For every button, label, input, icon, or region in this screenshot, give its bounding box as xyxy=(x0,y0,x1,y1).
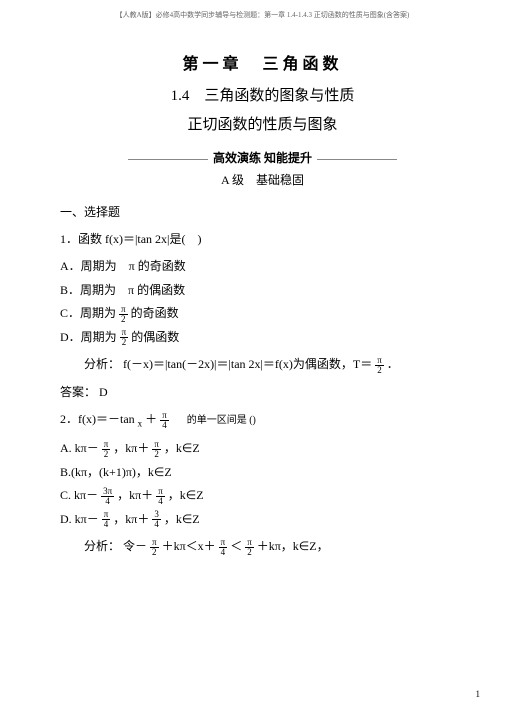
fraction-pi-over-2: π2 xyxy=(102,440,111,459)
q2-optB: B.(kπ，(k+1)π)，k∈Z xyxy=(60,463,465,482)
q1-stem: 1．函数 f(x)＝|tan 2x|是( ) xyxy=(60,230,465,249)
q2-stem-a: 2．f(x)＝－tan xyxy=(60,412,135,426)
q2-optA: A. kπ－ π2 ，kπ＋ π2 ，k∈Z xyxy=(60,439,465,459)
q1-analysis-body1: f(－x)＝|tan(－2x)|＝|tan 2x|＝f(x)为偶函数，T＝ xyxy=(123,357,372,371)
part-label: 一、选择题 xyxy=(60,203,465,222)
q2-stem-b: ＋ xyxy=(145,412,157,426)
q1-stem-prefix: 1．函数 f(x)＝|tan 2x|是( xyxy=(60,232,185,246)
q1-stem-suffix: ) xyxy=(185,232,201,246)
q2-note: 的单一区间是 () xyxy=(187,415,256,426)
q2-optC-c: ，k∈Z xyxy=(168,488,204,502)
q1-answer: 答案： D xyxy=(60,383,465,402)
q2-optC-a: C. kπ－ xyxy=(60,488,98,502)
q2-optD-a: D. kπ－ xyxy=(60,512,99,526)
section-title: 1.4 三角函数的图象与性质 xyxy=(60,84,465,105)
q2-optA-b: ，kπ＋ xyxy=(113,441,149,455)
q2-optC: C. kπ－ 3π4 ，kπ＋ π4 ，k∈Z xyxy=(60,486,465,506)
q2-stem: 2．f(x)＝－tan x ＋ π4 的单一区间是 () xyxy=(60,410,465,431)
q2-analysis-a: 令－ xyxy=(123,539,147,553)
q2-analysis: 分析： 令－ π2 ＋kπ＜x＋ π4 ＜ π2 ＋kπ，k∈Z， xyxy=(60,537,465,557)
q2-optD: D. kπ－ π4 ，kπ＋ 34 ，k∈Z xyxy=(60,510,465,530)
fraction-pi-over-2: π2 xyxy=(245,538,254,557)
fraction-pi-over-4: π4 xyxy=(156,487,165,506)
q2-optA-a: A. kπ－ xyxy=(60,441,99,455)
q2-optC-b: ，kπ＋ xyxy=(117,488,153,502)
q1-optC: C．周期为 π2 的奇函数 xyxy=(60,304,465,324)
chapter-title: 第一章 三角函数 xyxy=(60,50,465,74)
q1-optB: B．周期为 π 的偶函数 xyxy=(60,281,465,300)
answer-label: 答案： xyxy=(60,385,96,399)
analysis-label: 分析： xyxy=(84,539,120,553)
q1-analysis: 分析： f(－x)＝|tan(－2x)|＝|tan 2x|＝f(x)为偶函数，T… xyxy=(60,355,465,375)
answer-value: D xyxy=(99,385,108,399)
fraction-3pi-over-4: 3π4 xyxy=(101,487,114,506)
fraction-3pi-over-4: 34 xyxy=(152,510,161,529)
fraction-pi-over-2: π2 xyxy=(120,328,129,347)
fraction-pi-over-2: π2 xyxy=(375,356,384,375)
sub-x: x xyxy=(138,419,143,429)
level-label: A 级 基础稳固 xyxy=(60,171,465,188)
fraction-pi-over-4: π4 xyxy=(219,538,228,557)
fraction-pi-over-4: π4 xyxy=(160,411,169,430)
q2-optD-b: ，kπ＋ xyxy=(113,512,149,526)
q2-analysis-d: ＋kπ，k∈Z， xyxy=(257,539,329,553)
subsection-title: 正切函数的性质与图象 xyxy=(60,113,465,134)
fraction-pi-over-2: π2 xyxy=(150,538,159,557)
fraction-pi-over-4: π4 xyxy=(102,510,111,529)
q1-optA: A．周期为 π 的奇函数 xyxy=(60,257,465,276)
banner: 高效演练 知能提升 xyxy=(60,149,465,166)
q1-optC-suffix: 的奇函数 xyxy=(131,306,179,320)
page-number: 1 xyxy=(476,689,481,699)
fraction-pi-over-2: π2 xyxy=(152,440,161,459)
q1-optD: D．周期为 π2 的偶函数 xyxy=(60,328,465,348)
header-note: 【人教A版】必修4高中数学同步辅导与检测题：第一章 1.4-1.4.3 正切函数… xyxy=(60,10,465,20)
q2-optA-c: ，k∈Z xyxy=(164,441,200,455)
q1-optC-prefix: C．周期为 xyxy=(60,306,119,320)
analysis-label: 分析： xyxy=(84,357,120,371)
q2-optD-c: ，k∈Z xyxy=(164,512,200,526)
q2-analysis-b: ＋kπ＜x＋ xyxy=(162,539,216,553)
q1-optD-prefix: D．周期为 xyxy=(60,330,120,344)
q1-analysis-body2: ． xyxy=(387,357,399,371)
q2-analysis-c: ＜ xyxy=(230,539,242,553)
fraction-pi-over-2: π2 xyxy=(119,305,128,324)
q1-optD-suffix: 的偶函数 xyxy=(131,330,179,344)
